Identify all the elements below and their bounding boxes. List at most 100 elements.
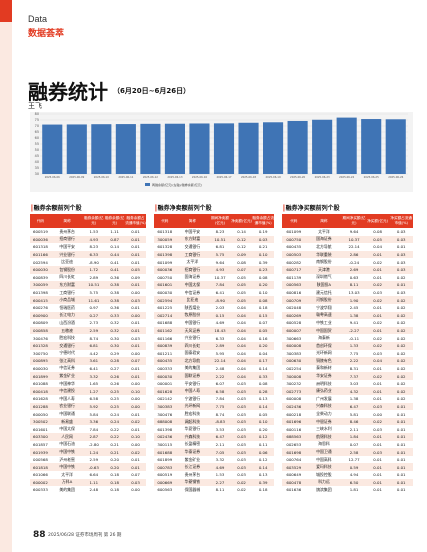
table-cell: 600519 (33, 229, 48, 235)
table-cell: 300383 (286, 350, 302, 356)
table-cell: 0.01 (396, 479, 406, 485)
table-cell: 农业银行 (59, 403, 75, 409)
table-cell: 0.11 (258, 441, 268, 447)
table-cell: 601099 (157, 259, 173, 265)
table-cell: 华夏银行 (184, 426, 201, 432)
table-row: 601088 中国神华 1.65 0.26 0.00 (30, 380, 146, 388)
table-cell: 0.32 (110, 320, 119, 326)
table-cell: 3.32 (89, 373, 99, 379)
table-cell: 0.03 (237, 419, 246, 425)
table-cell: 北方导航 (316, 243, 332, 249)
table-cell: 中铁工业 (316, 319, 332, 325)
table-cell: 0.30 (110, 343, 119, 349)
table-cell: 长江证券 (184, 464, 201, 470)
table-cell: 8.46 (349, 419, 359, 425)
table-cell: 交通银行 (59, 342, 75, 348)
table-cell: 300008 (286, 373, 302, 379)
table-cell: 0.02 (396, 358, 406, 364)
table-cell: 0.97 (89, 305, 99, 311)
table-row: 601318 中国平安 8.23 0.14 0.01 (30, 243, 146, 251)
table-title-mark: ┃ (154, 205, 158, 212)
table-cell: 0.08 (373, 229, 382, 235)
table-cell: 6.07 (215, 381, 225, 387)
table-cell: 0.01 (396, 403, 406, 409)
table-cell: 0.13 (258, 396, 268, 402)
table-row: 601139 深圳燃气 0.63 0.01 0.02 (282, 274, 413, 282)
table-header-cell: 代码 (290, 218, 298, 223)
table-cell: 601636 (286, 487, 302, 493)
table-cell: 1.11 (110, 229, 119, 235)
table-body: 601099 太平洋 9.64 0.08 0.03 000750 国海证券 10.37 0.05… (282, 228, 413, 494)
table-cell: 中国联通 (59, 411, 75, 417)
table-cell: 1.84 (349, 434, 359, 440)
table-cell: 1.38 (349, 396, 359, 402)
table-cell: 300502 (33, 419, 48, 425)
table-header-cell: 融券余额(亿元) (104, 216, 125, 225)
table-cell: 2.69 (349, 267, 359, 273)
table-cell: 0.02 (396, 335, 406, 341)
table-cell: 贵州茅台 (59, 228, 75, 234)
table-cell: 600030 (157, 290, 173, 296)
chart-legend-swatch (145, 183, 150, 186)
table-header-cell: 净卖额(亿元) (231, 218, 252, 223)
table-header-cell: 期间净买额(亿元) (342, 216, 366, 225)
table-cell: 0.01 (131, 343, 140, 349)
table-row: 601398 工商银行 5.75 0.38 0.00 (30, 289, 146, 297)
table-cell: 0.12 (237, 244, 246, 250)
table-cell: 山西汾酒 (59, 319, 75, 325)
table-cell: 中国人寿 (184, 388, 201, 394)
table-cell: 0.38 (110, 290, 119, 296)
table-row: 601328 交通银行 6.81 0.12 0.21 (154, 243, 274, 251)
chart-bar (42, 124, 63, 174)
table-cell: 603300 (33, 434, 48, 440)
table-row: 300232 洲明科技 3.03 0.01 0.02 (282, 380, 413, 388)
table-cell: 000669 (157, 479, 173, 485)
table-cell: 中国高科 (316, 456, 332, 462)
table-row: 601899 紫金矿业 3.32 0.03 0.12 (154, 456, 274, 464)
table-header-cell: 融券余额(亿元) (84, 216, 104, 225)
table-cell: 002773 (286, 388, 302, 394)
table-cell: 601088 (33, 381, 48, 387)
table-cell: 0.02 (373, 297, 382, 303)
sidebar-red-block (0, 0, 12, 22)
table-header-cell: 简称 (320, 218, 328, 223)
table-cell: 0.04 (237, 365, 246, 371)
table-cell: 11.61 (88, 297, 100, 303)
table-cell: 4.69 (215, 464, 225, 470)
section-header-en: Data (28, 14, 48, 24)
table-cell: 0.01 (373, 365, 382, 371)
table-cell: 兴森科技 (316, 403, 332, 409)
table-row: 600218 全柴动力 5.81 0.00 0.01 (282, 410, 413, 418)
table-row: 601162 天风证券 18.43 0.04 0.05 (154, 326, 274, 335)
table-cell: 000858 (33, 328, 48, 334)
chart-xtick-label: 2025-06-26 (388, 175, 403, 179)
table-cell: 比亚迪 (61, 259, 73, 265)
table-row: 601288 农业银行 5.92 0.25 0.00 (30, 402, 146, 411)
table-row: 002773 康弘药业 4.32 0.01 0.02 (282, 387, 413, 396)
table-header-cell: 融券余额占流通市值(%) (252, 216, 274, 225)
table-cell: 9.64 (349, 229, 359, 235)
table-cell: 小商品城 (59, 297, 75, 303)
table-cell: 7.84 (89, 426, 99, 432)
margin-balance-chart: 80 75 70 65 60 55 50 45 40 35 30 2025-06-06 2025-06-… (30, 112, 413, 192)
table-cell: 0.01 (396, 426, 406, 432)
table-cell: 0.00 (131, 381, 140, 387)
table-cell: 0.07 (258, 320, 268, 326)
chart-ytick-label: 45 (35, 154, 39, 158)
table-cell: 300232 (286, 381, 302, 387)
table-cell: 0.10 (258, 419, 268, 425)
table-title-text: 融券余额前列个股 (33, 205, 82, 212)
chart-xtick-label: 2025-06-16 (192, 175, 207, 179)
table-cell: 0.05 (258, 411, 268, 417)
table-cell: 0.01 (373, 388, 382, 394)
table-cell: 300059 (157, 236, 173, 242)
table-cell: 600839 (157, 343, 173, 349)
table-cell: 0.01 (396, 244, 406, 250)
table-cell: 0.01 (396, 457, 406, 463)
table-cell: 四川长虹 (184, 342, 201, 348)
table-cell: 0.15 (258, 312, 268, 318)
table-cell: 0.07 (131, 472, 140, 478)
table-cell: 601398 (33, 290, 48, 296)
table-cell: 0.03 (373, 426, 382, 432)
table-cell: 2.22 (215, 373, 225, 379)
